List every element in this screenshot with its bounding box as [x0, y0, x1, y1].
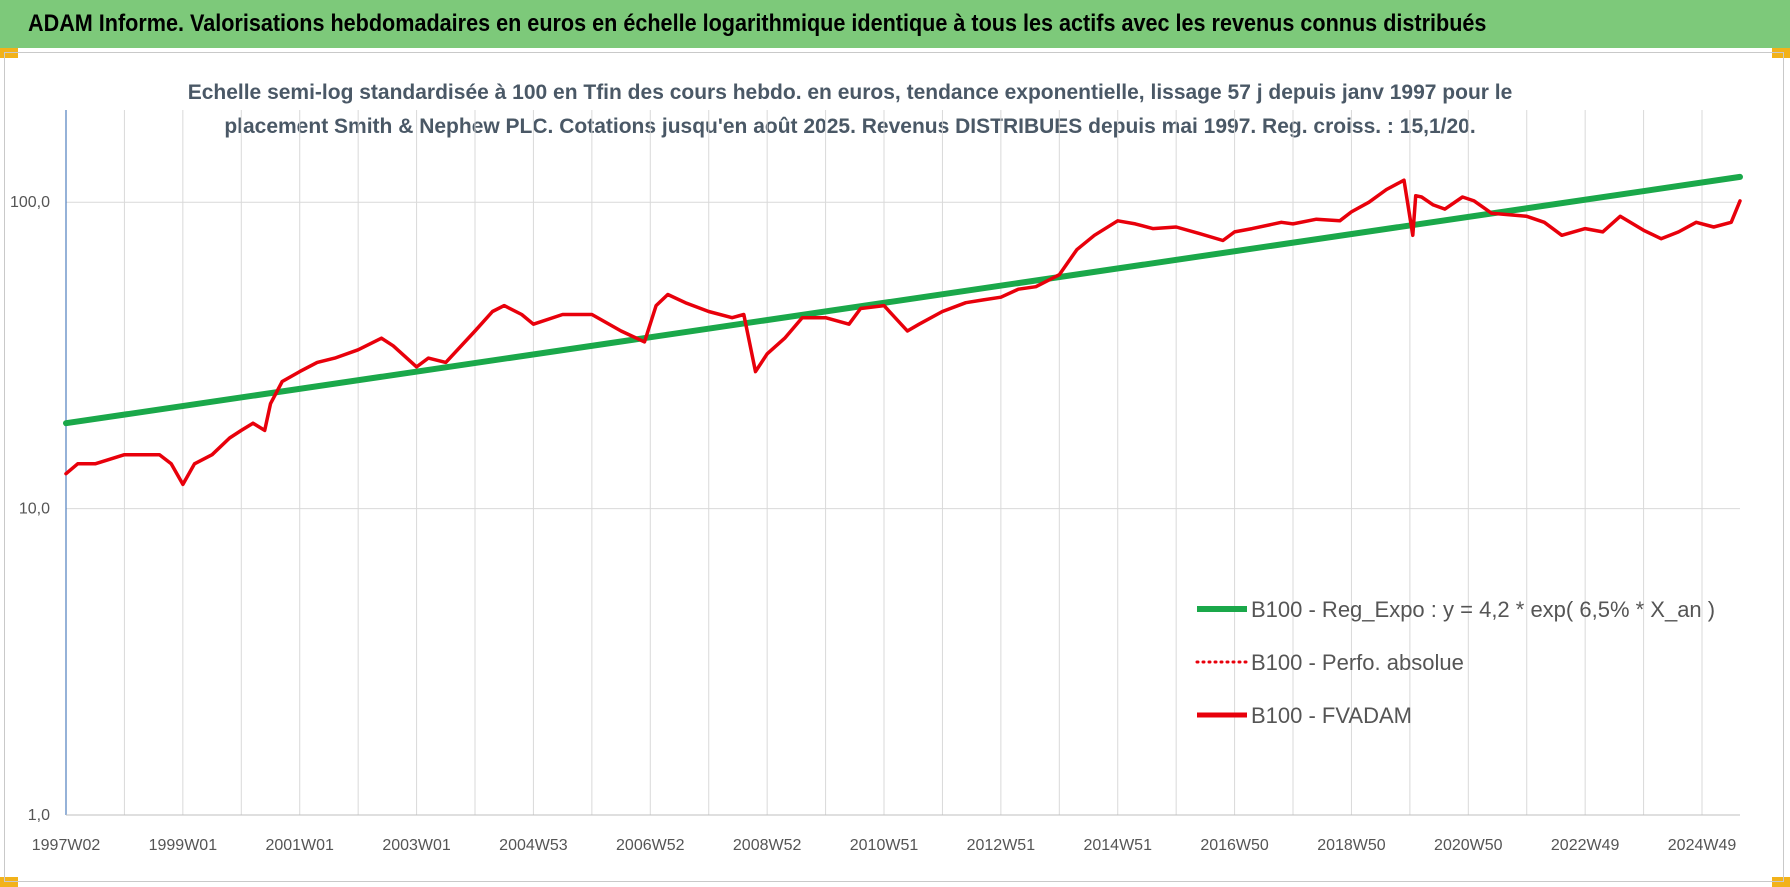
chart-subtitle: Echelle semi-log standardisée à 100 en T… [188, 81, 1513, 138]
x-tick-label: 2004W53 [499, 837, 568, 854]
chart-subtitle-line-2: placement Smith & Nephew PLC. Cotations … [224, 115, 1475, 138]
x-tick-label: 2020W50 [1434, 837, 1503, 854]
x-tick-label: 2022W49 [1551, 837, 1620, 854]
x-tick-label: 2012W51 [967, 837, 1036, 854]
x-tick-label: 2014W51 [1083, 837, 1152, 854]
legend-label-0: B100 - Reg_Expo : y = 4,2 * exp( 6,5% * … [1251, 597, 1715, 622]
x-tick-label: 1997W02 [32, 837, 101, 854]
legend-label-2: B100 - FVADAM [1251, 703, 1412, 728]
corner-marker-bottom-right [1772, 877, 1790, 887]
x-tick-label: 2001W01 [265, 837, 334, 854]
x-axis: 1997W02 1999W01 2001W01 2003W01 2004W53 2006W… [32, 814, 1740, 854]
series-line-0 [63, 173, 1743, 427]
x-tick-label: 2008W52 [733, 837, 802, 854]
corner-marker-top-right [1772, 48, 1790, 58]
chart-subtitle-line-1: Echelle semi-log standardisée à 100 en T… [188, 81, 1513, 104]
y-tick-label: 1,0 [28, 807, 50, 824]
x-tick-label: 1999W01 [149, 837, 218, 854]
legend-label-1: B100 - Perfo. absolue [1251, 650, 1464, 675]
x-tick-label: 2024W49 [1668, 837, 1737, 854]
title-banner: ADAM Informe. Valorisations hebdomadaire… [0, 0, 1790, 48]
chart-frame [4, 52, 1784, 882]
x-tick-label: 2018W50 [1317, 837, 1386, 854]
corner-marker-bottom-left [0, 877, 18, 887]
x-tick-label: 2016W50 [1200, 837, 1269, 854]
corner-marker-top-left [0, 48, 18, 58]
x-tick-label: 2003W01 [382, 837, 451, 854]
x-tick-label: 2010W51 [850, 837, 919, 854]
report-title: ADAM Informe. Valorisations hebdomadaire… [28, 10, 1487, 37]
y-tick-label: 10,0 [19, 501, 50, 518]
y-axis: 1,0 10,0 100,0 [10, 110, 67, 824]
horizontal-gridlines [66, 201, 1740, 816]
legend: B100 - Reg_Expo : y = 4,2 * exp( 6,5% * … [1195, 597, 1715, 728]
vertical-gridlines [65, 110, 1703, 815]
series-line-2 [64, 178, 1742, 487]
x-tick-label: 2006W52 [616, 837, 685, 854]
y-tick-label: 100,0 [10, 194, 50, 211]
series-layer [63, 173, 1743, 487]
